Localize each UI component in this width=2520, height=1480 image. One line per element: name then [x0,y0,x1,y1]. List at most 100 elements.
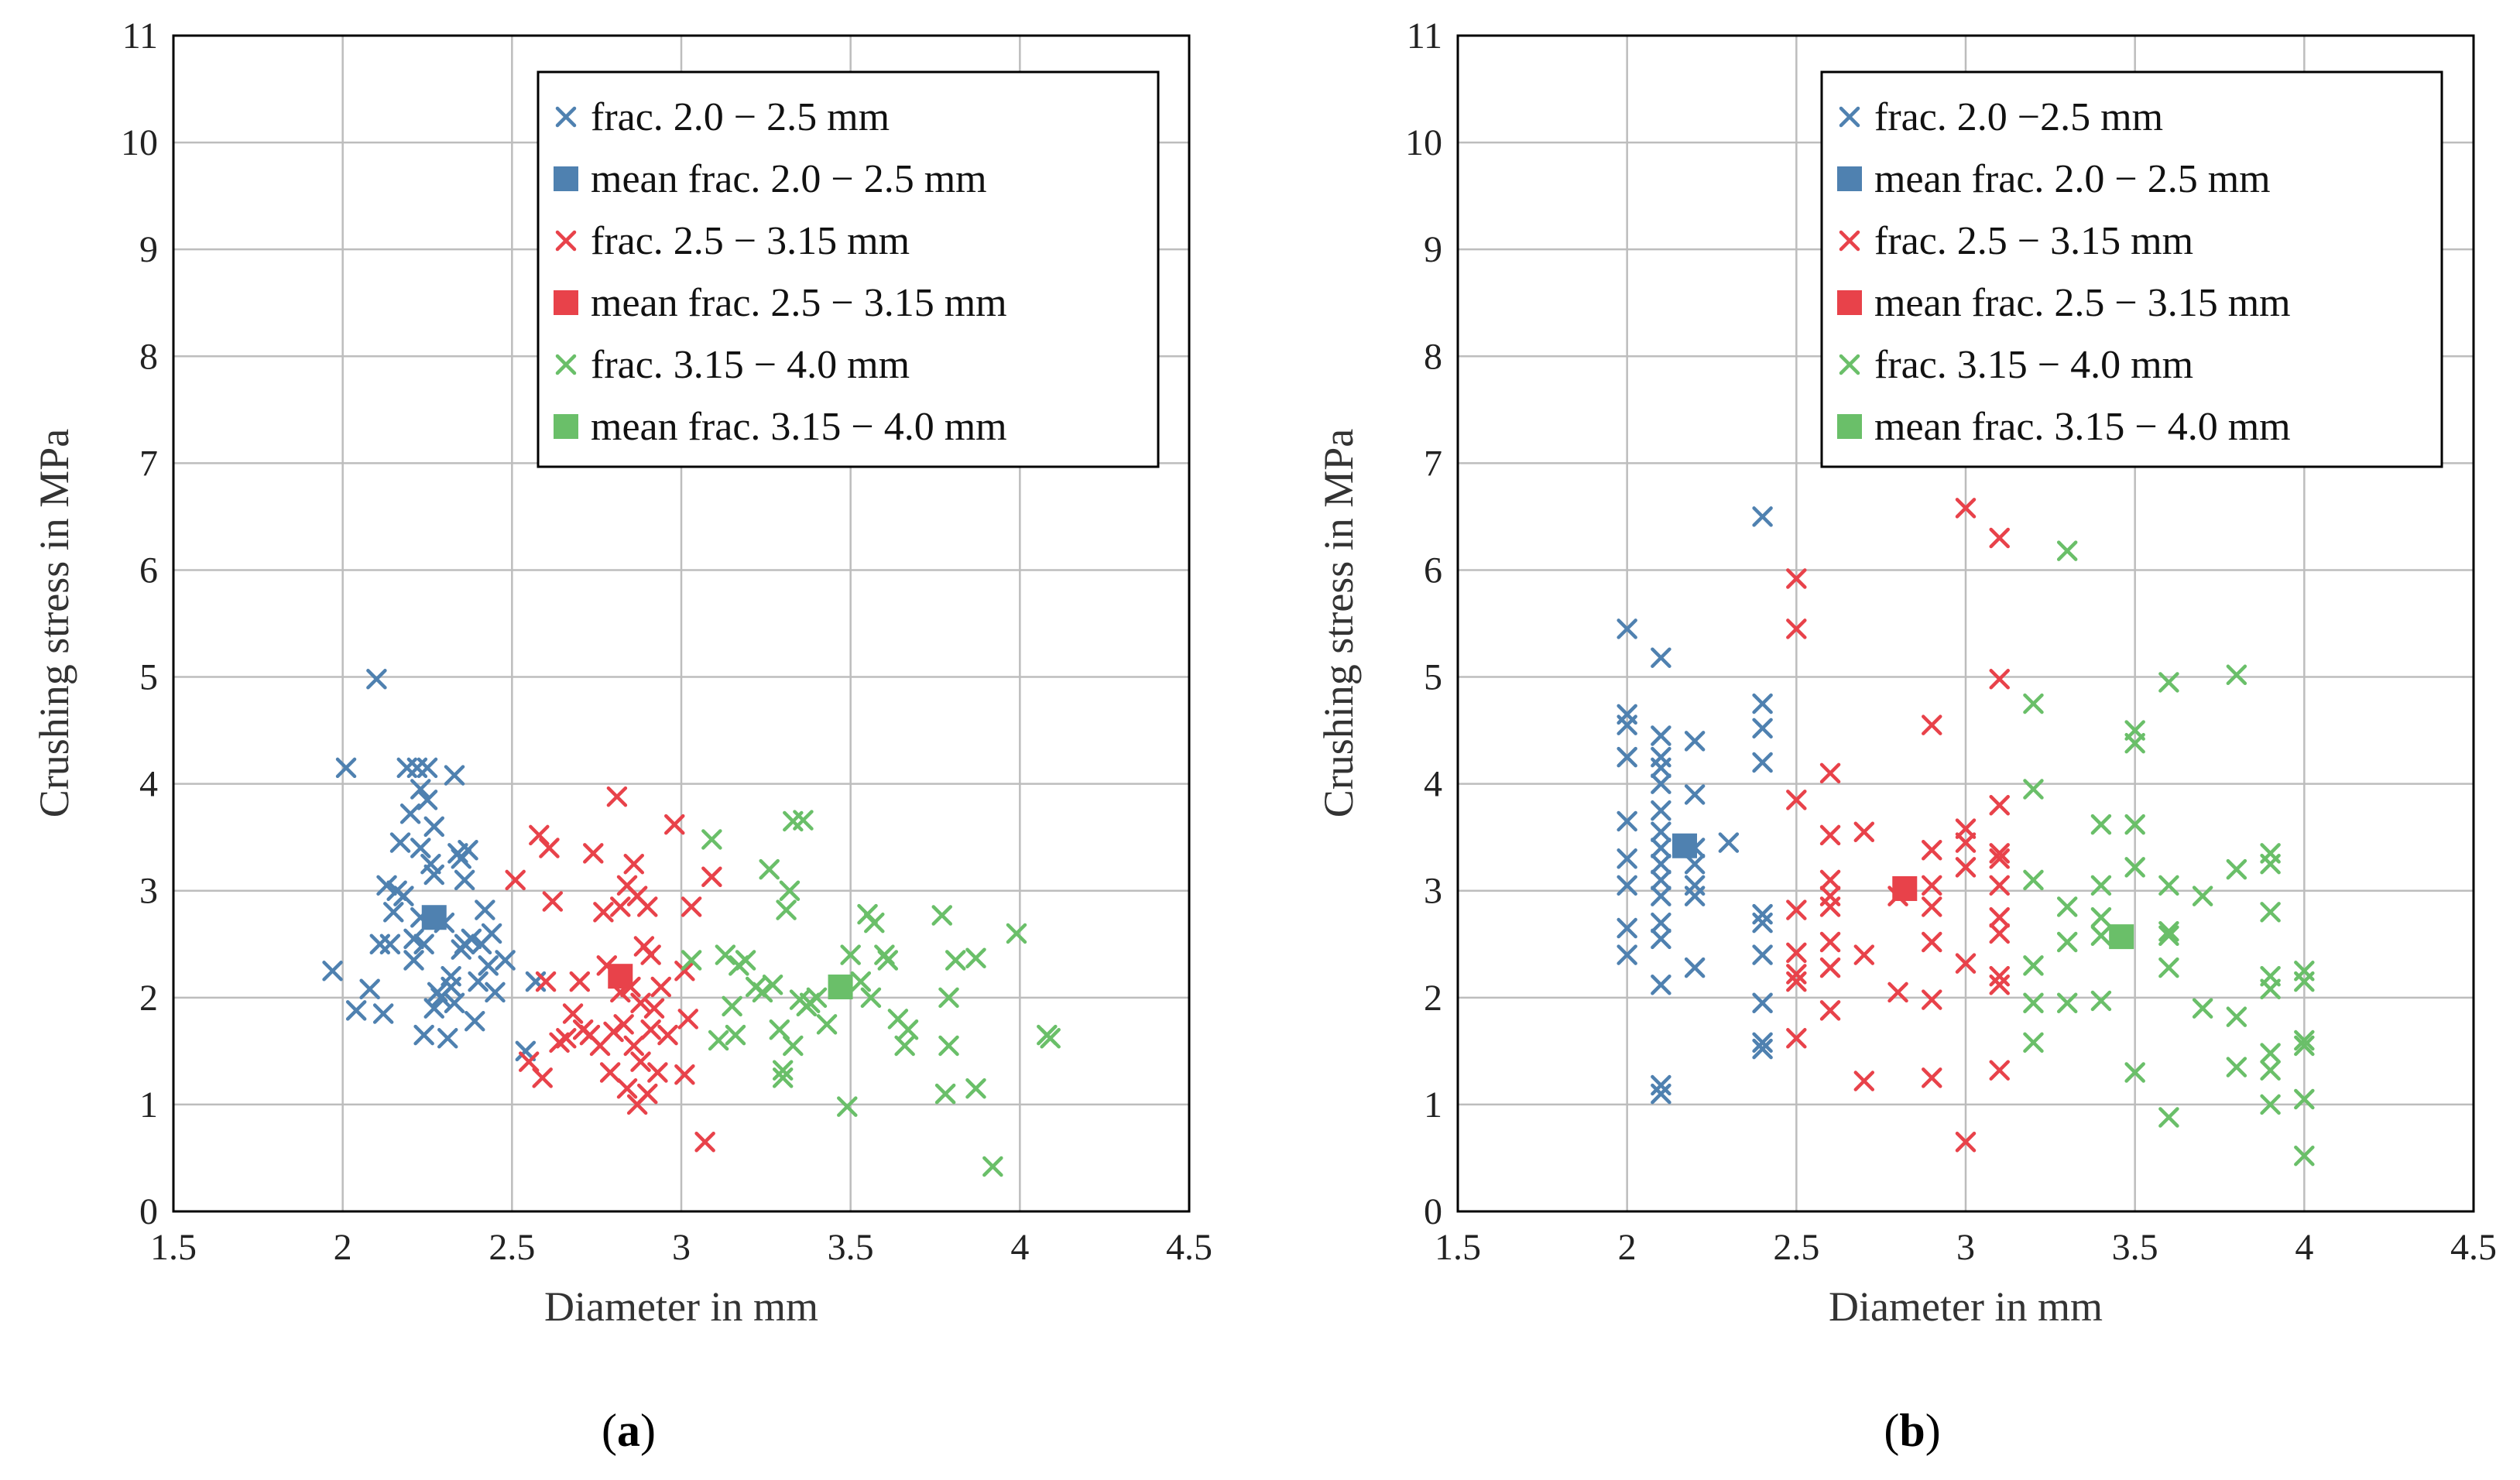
data-point-blue [322,961,343,982]
data-point-red [603,1021,624,1043]
data-point-red [616,1077,638,1099]
data-point-green [965,947,986,968]
panel-label-a: (a) [602,1405,656,1456]
data-point-green [2260,853,2281,875]
data-point-red [529,824,550,846]
data-point-blue [481,923,502,944]
y-tick-label: 9 [139,229,158,270]
data-point-blue [1752,752,1773,773]
y-tick-label: 1 [1424,1084,1442,1125]
data-point-blue [1752,912,1773,934]
data-point-green [2158,875,2179,896]
data-point-green [2158,672,2179,693]
data-point-green [840,944,861,965]
data-point-red [1955,857,1977,878]
data-point-green [2294,971,2315,992]
legend: frac. 2.0 −2.5 mm mean frac. 2.0 − 2.5 mm… [1820,70,2443,468]
data-point-red [694,1131,715,1153]
legend-label: frac. 3.15 − 4.0 mm [1874,343,2193,387]
y-tick-labels: 0 1 2 3 4 5 6 7 8 9 10 11 [121,15,158,1232]
y-tick-label: 5 [139,657,158,698]
data-point-red [1819,824,1841,846]
data-point-green [2056,896,2078,917]
data-point-green [2226,664,2247,686]
panel-a: 1.5 2 2.5 3 3.5 4 4.5 0 1 2 3 4 5 6 7 8 9 10 11 Diameter … [31,15,1212,1456]
data-point-red [701,866,722,888]
legend-marker-x-blue [555,106,577,128]
data-point-blue [423,864,444,886]
data-point-red [1989,669,2010,690]
data-point-blue [1617,618,1637,639]
x-tick-label: 2 [1618,1227,1637,1268]
data-point-red [623,853,645,875]
legend-marker-square-red [554,290,578,315]
data-point-green [2158,1107,2179,1128]
data-point-blue [1752,718,1773,739]
data-point-blue [1651,853,1671,875]
data-point-blue [1718,832,1740,853]
y-tick-label: 0 [1424,1191,1442,1232]
x-tick-label: 3 [672,1227,691,1268]
data-point-green [769,1019,790,1040]
data-point-blue [1752,903,1773,925]
x-tick-label: 3.5 [828,1227,874,1268]
data-point-blue [437,1028,458,1049]
data-point-red [1853,821,1875,843]
data-point-green [2158,925,2179,946]
data-point-green [2023,693,2044,714]
data-point-blue [441,976,461,998]
data-point-blue [1651,1083,1671,1105]
data-point-red [1819,957,1841,978]
data-point-green [2023,779,2044,800]
data-point-red [505,869,526,891]
data-point-red [583,843,604,864]
data-point-red [1786,618,1807,639]
data-point-green [1006,923,1027,944]
data-point-red [610,896,631,917]
data-point-blue [444,765,465,786]
data-point-red [1922,875,1942,896]
data-point-green [681,950,702,971]
data-point-green [2294,1035,2315,1057]
x-tick-label: 4 [1010,1227,1029,1268]
data-point-blue [389,832,411,853]
data-point-green [2158,957,2179,978]
data-point-red [1922,840,1942,861]
data-point-blue [1684,957,1706,978]
data-point-blue [1684,886,1706,906]
data-point-blue [444,992,465,1013]
data-point-red [593,902,614,923]
data-point-green [1040,1028,1061,1049]
data-point-blue [376,875,397,896]
data-point-blue [1617,944,1637,965]
data-marks [322,669,1061,1177]
data-point-blue [399,803,421,824]
y-tick-label: 1 [139,1084,158,1125]
data-point-blue [458,840,478,861]
legend: frac. 2.0 − 2.5 mm mean frac. 2.0 − 2.5 m… [537,70,1160,468]
legend-marker-square-red [1837,290,1862,315]
y-tick-label: 6 [1424,550,1442,591]
data-point-blue [1617,917,1637,939]
data-point-blue [1651,647,1671,668]
data-point-red [1922,1067,1942,1088]
data-point-blue [461,928,482,950]
data-point-blue [379,934,401,955]
data-point-blue [1651,800,1671,821]
data-point-red [556,1028,577,1049]
data-point-red [535,971,557,992]
y-tick-label: 11 [1407,15,1442,57]
y-tick-label: 0 [139,1191,158,1232]
data-point-red [1819,869,1841,891]
data-point-blue [1684,784,1706,805]
legend-marker-square-green [1837,414,1862,439]
data-point-green [816,1014,838,1035]
data-point-blue [1752,992,1773,1013]
data-point-green [860,987,882,1009]
data-point-red [1786,1028,1807,1049]
data-point-green [722,995,742,1017]
data-point-red [1955,818,1977,839]
data-point-green [779,880,801,901]
data-point-red [1819,896,1841,917]
mean-point-green [828,975,853,1000]
